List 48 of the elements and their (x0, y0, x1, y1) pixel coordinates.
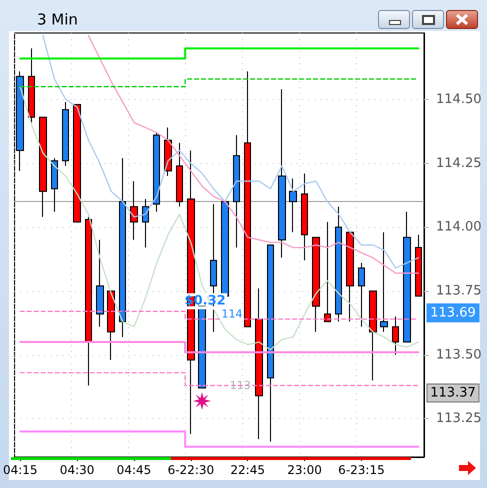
candlestick (85, 216, 92, 386)
x-tick-label: 23:00 (287, 463, 322, 477)
annotation: 114 (221, 307, 242, 320)
candlestick (233, 134, 240, 248)
y-tick-label: 114.00 (436, 220, 482, 235)
candlestick (119, 158, 126, 338)
x-tick-label: 04:30 (60, 463, 94, 477)
candlestick (267, 244, 274, 442)
candlestick (28, 48, 35, 123)
y-tick-label: 113.25 (436, 411, 482, 426)
x-tick-label: 22:45 (230, 463, 266, 477)
x-tick-label: 04:15 (2, 463, 38, 477)
y-tick-label: 114.50 (436, 92, 482, 107)
candlestick (346, 232, 354, 322)
text: 113.37 (430, 385, 476, 400)
x-tick-label: 6-23:15 (338, 463, 385, 477)
candlestick (415, 234, 422, 297)
line-series (20, 86, 419, 350)
x-tick-label: 6-22:30 (168, 463, 214, 477)
candlestick (107, 290, 115, 360)
candlestick (51, 158, 58, 212)
candlestick (278, 88, 286, 258)
y-tick-label: 113.75 (436, 283, 482, 298)
candlestick (176, 142, 183, 208)
candlestick (335, 206, 342, 322)
text: 113.69 (430, 305, 476, 320)
candlestick (62, 101, 69, 166)
x-tick-label: 04:45 (116, 463, 152, 477)
candlestick (358, 262, 365, 328)
candlestick (301, 172, 308, 261)
y-tick-label: 113.50 (436, 347, 482, 362)
candlestick (73, 104, 81, 223)
candlestick (312, 236, 320, 332)
candlestick (130, 180, 138, 240)
candlestick (380, 232, 388, 332)
candlestick (392, 316, 399, 356)
candlestick (324, 222, 331, 322)
candlestick (39, 116, 47, 218)
candlestick (403, 211, 411, 343)
y-tick-label: 114.25 (436, 156, 482, 171)
candlestick (255, 288, 263, 440)
candlestick (289, 178, 297, 233)
chart-title: 3 Min (37, 10, 78, 28)
candlestick (244, 70, 251, 328)
candlestick (142, 198, 149, 248)
candlestick (153, 132, 160, 212)
candlestick (369, 290, 377, 381)
candlestick (96, 239, 104, 328)
